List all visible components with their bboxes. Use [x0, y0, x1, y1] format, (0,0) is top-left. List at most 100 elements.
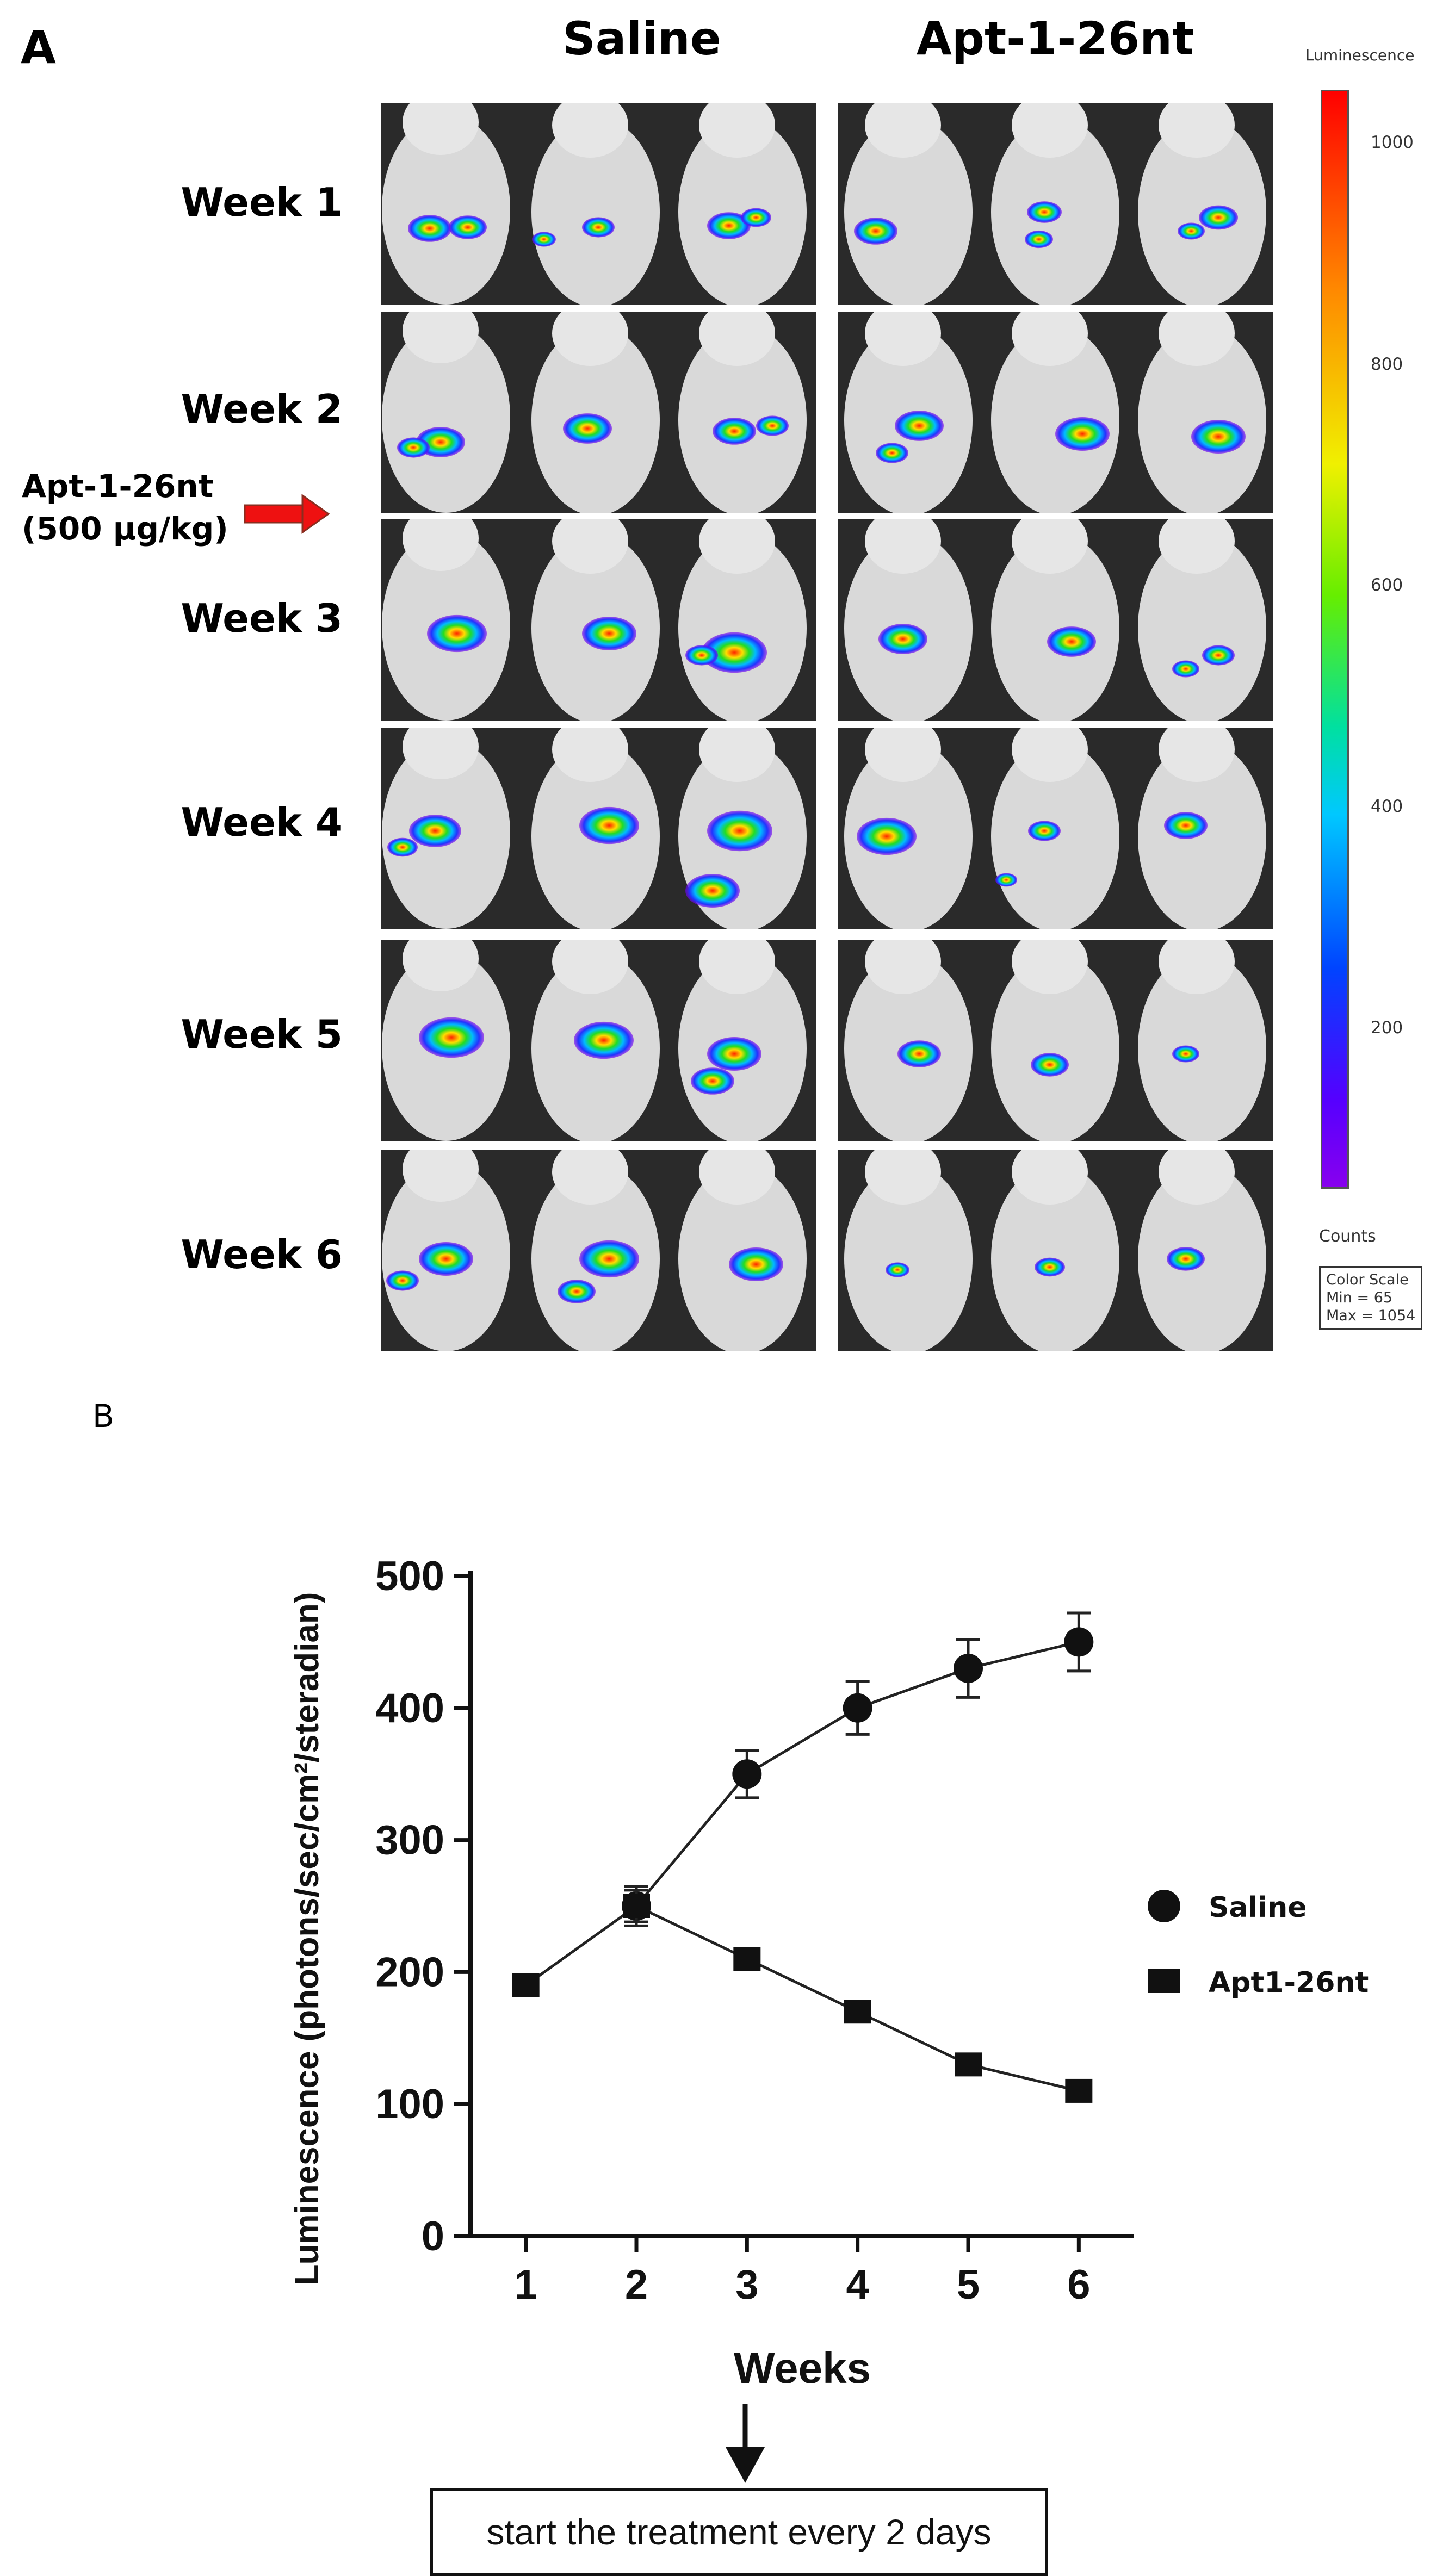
mouse-head — [552, 728, 628, 782]
mouse-head — [552, 940, 628, 994]
luminescence-signal — [582, 217, 615, 238]
data-point-apt1-26nt — [955, 2052, 982, 2077]
image-tile-apt-week-2 — [838, 312, 1273, 513]
mouse-body — [678, 533, 807, 721]
colorbar-scale-min: Min = 65 — [1326, 1289, 1393, 1306]
luminescence-signal — [995, 873, 1017, 887]
colorbar-title: Luminescence — [1305, 46, 1415, 64]
y-tick-label: 0 — [422, 2213, 444, 2260]
mouse-body — [1138, 741, 1266, 929]
data-point-saline — [732, 1759, 762, 1789]
luminescence-signal — [1028, 821, 1061, 841]
colorbar-counts-label: Counts — [1319, 1227, 1376, 1246]
legend-label-saline: Saline — [1209, 1891, 1307, 1924]
y-tick-label: 100 — [375, 2081, 444, 2127]
luminescence-signal — [857, 817, 917, 855]
luminescence-signal — [563, 413, 612, 444]
mouse-body — [1138, 325, 1266, 513]
data-point-apt1-26nt — [1065, 2078, 1093, 2103]
luminescence-signal — [1031, 1053, 1069, 1077]
image-tile-saline-week-2 — [381, 312, 816, 513]
luminescence-signal — [876, 443, 908, 463]
mouse-head — [403, 940, 479, 991]
luminescence-signal — [408, 215, 451, 242]
luminescence-signal — [707, 212, 751, 239]
luminescence-signal — [685, 645, 718, 666]
legend-marker-apt1-26nt — [1148, 1969, 1180, 1993]
mouse-body — [531, 117, 660, 305]
mouse-head — [1012, 1150, 1088, 1205]
luminescence-signal — [386, 1270, 419, 1291]
mouse-head — [552, 103, 628, 158]
luminescence-signal — [741, 208, 771, 227]
mouse-head — [1012, 103, 1088, 158]
colorbar-tick-1000: 1000 — [1371, 133, 1414, 152]
data-point-saline — [954, 1653, 983, 1683]
mouse-head — [1012, 519, 1088, 574]
mouse-body — [1138, 533, 1266, 721]
mouse-head — [1159, 312, 1235, 366]
luminescence-signal — [449, 215, 487, 239]
treatment-arrow-shaft — [244, 504, 306, 524]
mouse-head — [865, 1150, 941, 1205]
luminescence-signal — [878, 624, 927, 654]
x-tick-label: 3 — [735, 2262, 758, 2308]
luminescence-signal — [419, 1242, 473, 1276]
mouse-body — [844, 1164, 973, 1351]
mouse-body — [991, 325, 1119, 513]
colorbar-tick-400: 400 — [1371, 797, 1403, 816]
x-tick-label: 1 — [515, 2262, 537, 2308]
mouse-head — [1159, 1150, 1235, 1205]
row-label-week-1: Week 1 — [181, 179, 343, 225]
luminescence-signal — [1202, 645, 1235, 666]
luminescence-signal — [691, 1067, 734, 1095]
luminescence-signal — [1055, 417, 1110, 451]
luminescence-signal — [713, 418, 756, 445]
mouse-head — [1159, 103, 1235, 158]
panel-a-letter: A — [21, 21, 57, 74]
treatment-caption: start the treatment every 2 days — [430, 2488, 1048, 2576]
image-tile-apt-week-5 — [838, 940, 1273, 1141]
colorbar-tick-800: 800 — [1371, 355, 1403, 374]
mouse-body — [844, 117, 973, 305]
mouse-head — [865, 312, 941, 366]
data-point-apt1-26nt — [733, 1947, 761, 1971]
mouse-head — [699, 103, 775, 158]
data-point-saline — [1064, 1627, 1094, 1657]
legend-label-apt1-26nt: Apt1-26nt — [1209, 1966, 1369, 1999]
luminescence-signal — [1172, 1045, 1199, 1063]
treatment-label: Apt-1-26nt (500 μg/kg) — [22, 465, 228, 550]
mouse-head — [552, 519, 628, 574]
x-tick-label: 2 — [625, 2262, 648, 2308]
y-axis-label: Luminescence (photons/sec/cm²/steradian) — [288, 1592, 326, 2286]
mouse-head — [865, 519, 941, 574]
data-point-apt1-26nt — [844, 2000, 871, 2024]
y-tick-label: 500 — [375, 1553, 444, 1599]
down-arrow-icon — [726, 2404, 765, 2483]
luminescence-signal — [582, 617, 636, 650]
luminescence-signal — [397, 437, 430, 458]
row-label-week-6: Week 6 — [181, 1232, 343, 1277]
data-point-saline — [843, 1693, 872, 1723]
mouse-body — [382, 114, 510, 305]
luminescence-signal — [574, 1021, 634, 1059]
luminescence-signal — [558, 1280, 596, 1303]
y-tick-label: 400 — [375, 1685, 444, 1731]
mouse-body — [1138, 953, 1266, 1141]
luminescence-signal — [1172, 660, 1199, 678]
luminescence-signal — [707, 810, 772, 852]
mouse-head — [699, 1150, 775, 1205]
luminescence-signal — [532, 232, 556, 247]
luminescence-signal — [897, 1040, 941, 1067]
series-line-1 — [525, 1904, 1079, 2093]
x-axis-label: Weeks — [734, 2344, 871, 2392]
image-tile-apt-week-4 — [838, 728, 1273, 929]
x-tick-label: 4 — [846, 2262, 869, 2308]
mouse-head — [1159, 728, 1235, 782]
mouse-head — [403, 103, 479, 155]
image-tile-saline-week-3 — [381, 519, 816, 721]
treatment-label-dose: (500 μg/kg) — [22, 510, 228, 547]
treatment-arrow-icon — [244, 494, 330, 534]
down-arrow-head — [726, 2447, 765, 2483]
mouse-head — [865, 728, 941, 782]
